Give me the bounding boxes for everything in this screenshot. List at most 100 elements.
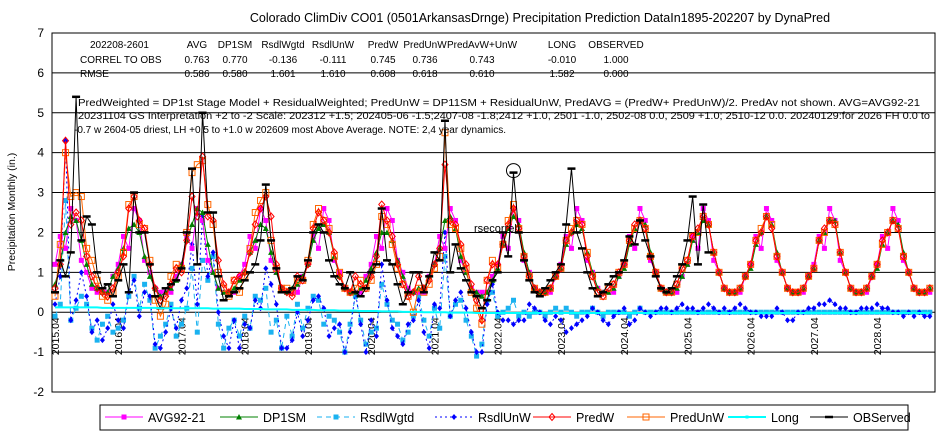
data-point (363, 341, 369, 347)
data-point (852, 288, 860, 297)
data-point (84, 301, 90, 307)
data-point (68, 206, 74, 212)
data-point (611, 289, 617, 295)
data-point (400, 337, 406, 343)
data-point (563, 305, 569, 311)
data-point (379, 245, 385, 251)
data-point (437, 233, 443, 239)
data-point (737, 301, 743, 308)
data-point (804, 272, 813, 281)
data-point (641, 224, 649, 233)
data-point (226, 345, 232, 352)
x-tick-label: 2026.04 (746, 317, 758, 355)
data-point (63, 198, 69, 204)
data-point (679, 301, 685, 308)
data-point (858, 305, 864, 312)
data-point (516, 313, 522, 319)
legend-label: DP1SM (263, 411, 306, 425)
note-line-1: PredWeighted = DP1st Stage Model + Resid… (78, 98, 920, 109)
stats-header: OBSERVED (588, 40, 643, 51)
data-point (816, 301, 822, 308)
data-point (632, 317, 638, 324)
data-point (500, 317, 506, 324)
data-point (379, 261, 385, 268)
data-point (57, 273, 63, 280)
data-point (363, 273, 369, 279)
data-point (321, 321, 327, 327)
data-point (478, 315, 486, 325)
data-point (215, 285, 222, 291)
data-point (410, 317, 416, 324)
data-point (437, 325, 443, 331)
data-point (674, 289, 680, 295)
data-point (368, 261, 374, 267)
data-point (146, 273, 153, 279)
data-point (214, 256, 223, 265)
data-point (763, 206, 769, 212)
data-point (388, 240, 396, 248)
data-point (584, 313, 590, 320)
data-point (368, 329, 374, 335)
data-point (156, 312, 164, 320)
data-point (152, 345, 158, 351)
data-point (457, 253, 464, 259)
data-point (489, 273, 495, 279)
series-layer (51, 95, 934, 359)
rsecorrel-annotation: rsecorrel (474, 223, 517, 235)
data-point (373, 325, 379, 331)
data-point (827, 297, 833, 304)
data-point (279, 345, 285, 352)
data-point (77, 216, 86, 225)
data-point (478, 320, 486, 328)
data-point (121, 325, 127, 332)
data-point (310, 297, 316, 304)
data-point (447, 313, 453, 320)
data-point (442, 229, 448, 236)
data-point (915, 288, 923, 297)
data-point (230, 276, 238, 285)
legend-label: AVG92-21 (148, 411, 205, 425)
data-point (368, 317, 374, 324)
data-point (405, 321, 411, 328)
data-point (389, 317, 395, 323)
data-point (205, 277, 211, 283)
data-point (794, 288, 802, 297)
data-point (720, 284, 728, 293)
stats-value: 1.582 (549, 69, 574, 80)
data-point (778, 268, 786, 277)
data-point (684, 305, 690, 312)
stats-period: 202208-2601 (90, 40, 149, 51)
data-point (683, 256, 692, 265)
stats-value: 0.763 (184, 55, 209, 66)
data-point (157, 333, 163, 339)
data-point (415, 284, 423, 292)
x-tick-label: 2024.04 (619, 317, 631, 355)
data-point (773, 252, 781, 261)
data-point (837, 305, 843, 312)
data-point (620, 260, 628, 269)
y-axis-label: Precipitation Monthly (in.) (6, 153, 18, 271)
data-point (462, 260, 470, 269)
data-point (252, 297, 258, 304)
data-point (163, 329, 169, 336)
stats-header: PredAvW+UnW (447, 40, 518, 51)
data-point (109, 284, 117, 293)
legend-label: Long (771, 411, 799, 425)
data-point (77, 193, 85, 201)
stats-row-label: RMSE (80, 69, 109, 80)
data-point (395, 321, 401, 327)
data-point (178, 321, 184, 327)
data-point (400, 341, 406, 348)
legend-marker (333, 414, 339, 420)
stats-header: RsdlUnW (312, 40, 355, 51)
stats-value: 0.000 (603, 69, 628, 80)
data-point (316, 297, 321, 303)
data-point (894, 224, 902, 233)
data-point (68, 317, 74, 324)
data-point (626, 313, 632, 319)
legend-marker (236, 414, 242, 420)
data-point (578, 220, 586, 229)
data-point (732, 305, 738, 312)
data-point (231, 317, 237, 324)
data-point (621, 305, 627, 312)
